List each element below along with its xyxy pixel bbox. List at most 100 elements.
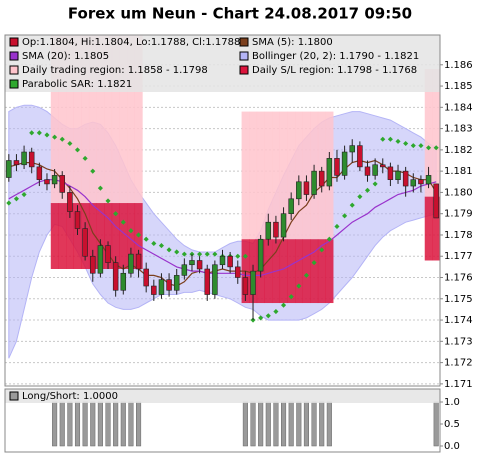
candle-body: [341, 151, 348, 176]
y-tick-label: 1.0: [444, 397, 460, 408]
region-segment: [81, 35, 90, 204]
y-tick-label: 1.177: [444, 251, 473, 262]
bar: [242, 401, 248, 447]
candle-body: [265, 221, 272, 240]
sar-dot: [29, 130, 35, 136]
sar-dot: [410, 143, 416, 149]
candle-body: [242, 277, 249, 295]
candle-body: [6, 160, 12, 178]
y-tick-label: 1.172: [444, 358, 473, 369]
y-tick-label: 1.178: [444, 230, 473, 241]
candle-body: [357, 145, 363, 168]
region-segment: [111, 203, 120, 269]
sar-dot: [67, 140, 73, 147]
sar-dot: [151, 240, 157, 247]
region-segment: [127, 35, 136, 204]
y-tick-label: 1.185: [444, 81, 473, 92]
sar-dot: [74, 147, 81, 153]
bar: [303, 401, 309, 447]
sar-dot: [296, 283, 302, 289]
region-segment: [279, 239, 288, 304]
region-segment: [249, 111, 258, 240]
bar: [281, 401, 287, 447]
candle-body: [303, 181, 310, 195]
sar-dot: [120, 219, 126, 225]
legend-swatch: [9, 79, 19, 89]
region-segment: [66, 35, 74, 204]
candle-body: [410, 179, 417, 187]
sar-dot: [364, 187, 371, 193]
legend-box: [5, 35, 440, 92]
sar-dot: [433, 145, 439, 151]
sar-dot: [288, 294, 294, 300]
region-segment: [66, 203, 74, 269]
y-tick-label: 1.182: [444, 145, 473, 156]
candle-body: [173, 275, 180, 291]
region-segment: [264, 111, 273, 240]
region-segment: [287, 239, 296, 304]
region-segment: [424, 69, 433, 197]
sar-dot: [212, 251, 218, 257]
candle-body: [334, 158, 340, 176]
candle-body: [395, 170, 401, 180]
sar-dot: [357, 194, 363, 200]
y-tick-label: 0.5: [444, 419, 460, 430]
y-tick-label: 1.186: [444, 60, 473, 71]
bar: [326, 401, 332, 447]
candle-body: [112, 262, 119, 291]
legend-label: Parabolic SAR: 1.1821: [22, 79, 132, 90]
candle-body: [59, 175, 65, 193]
y-tick-label: 1.176: [444, 273, 473, 284]
sar-dot: [311, 260, 317, 266]
region-segment: [58, 35, 67, 204]
region-segment: [241, 111, 250, 240]
sar-dot: [174, 249, 180, 255]
legend-label: SMA (20): 1.1805: [22, 51, 109, 62]
legend-label: Op:1.1804, Hi:1.1804, Lo:1.1788, Cl:1.17…: [22, 37, 240, 48]
sar-dot: [113, 211, 119, 217]
candle-body: [143, 268, 149, 287]
candle-body: [387, 166, 394, 180]
y-tick-label: 1.173: [444, 336, 473, 347]
candle-body: [44, 179, 50, 185]
region-segment: [256, 111, 265, 240]
y-tick-label: 1.183: [444, 124, 473, 135]
sar-dot: [395, 138, 401, 144]
region-segment: [104, 203, 113, 269]
sar-dot: [136, 232, 142, 238]
candle-body: [105, 245, 111, 263]
legend-swatch: [9, 391, 19, 401]
bar: [136, 401, 142, 447]
region-segment: [424, 196, 433, 261]
bar: [319, 401, 325, 447]
candle-body: [288, 198, 294, 214]
sar-dot: [36, 130, 42, 136]
candle-body: [28, 151, 35, 168]
sar-dot: [197, 251, 203, 257]
region-segment: [295, 239, 303, 304]
candle-body: [372, 164, 378, 176]
region-segment: [96, 35, 105, 204]
sar-dot: [303, 272, 309, 278]
legend-swatch: [239, 37, 249, 47]
legend-swatch: [9, 65, 19, 75]
bar: [97, 401, 103, 447]
candle-body: [425, 175, 432, 185]
candle-body: [196, 260, 203, 270]
sar-dot: [97, 185, 103, 191]
legend-label: Daily trading region: 1.1858 - 1.1798: [22, 65, 208, 76]
region-segment: [432, 69, 440, 197]
candle-body: [280, 213, 287, 238]
bar: [59, 401, 65, 447]
lower-plot-frame: [4, 388, 441, 453]
region-segment: [310, 239, 319, 304]
sar-dot: [52, 134, 58, 140]
bar: [74, 401, 81, 447]
candle-body: [380, 164, 386, 168]
candle-body: [318, 170, 325, 187]
region-segment: [317, 239, 326, 304]
candle-body: [13, 160, 20, 166]
region-segment: [325, 239, 334, 304]
region-segment: [302, 239, 311, 304]
bar: [258, 401, 264, 447]
